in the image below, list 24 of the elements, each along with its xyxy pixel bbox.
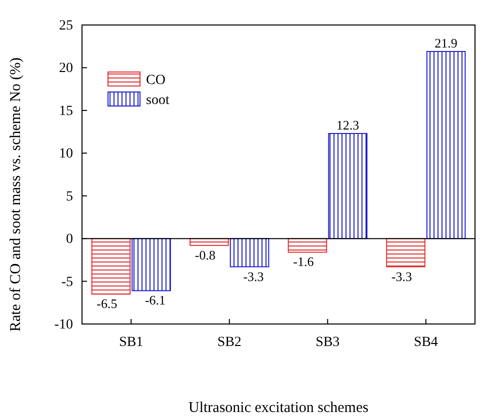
data-label: 21.9 — [434, 35, 458, 50]
y-tick-label: -5 — [61, 274, 73, 290]
x-tick-label: SB2 — [217, 334, 242, 350]
data-label: -6.1 — [144, 292, 166, 308]
y-tick-label: -10 — [54, 317, 73, 332]
legend-label: soot — [146, 93, 170, 108]
data-label: -3.3 — [391, 268, 412, 284]
data-label: 12.3 — [336, 117, 360, 132]
y-tick-label: 0 — [66, 232, 73, 248]
x-axis-title: Ultrasonic excitation schemes — [188, 400, 369, 416]
y-tick-label: 25 — [59, 18, 73, 34]
x-tick-label: SB1 — [119, 334, 144, 350]
legend-label: CO — [146, 73, 166, 88]
x-tick-label: SB4 — [414, 334, 438, 350]
y-axis-title: Rate of CO and soot mass vs. scheme No (%) — [8, 57, 24, 332]
data-label: -1.6 — [293, 254, 314, 270]
data-label: -3.3 — [243, 268, 264, 284]
data-label: -6.5 — [96, 296, 118, 312]
y-tick-label: 20 — [59, 61, 73, 76]
data-label: -0.8 — [194, 247, 216, 262]
y-tick-label: 15 — [59, 104, 73, 119]
x-tick-label: SB3 — [316, 334, 340, 350]
y-tick-label: 5 — [66, 189, 73, 204]
y-tick-label: 10 — [59, 146, 73, 162]
